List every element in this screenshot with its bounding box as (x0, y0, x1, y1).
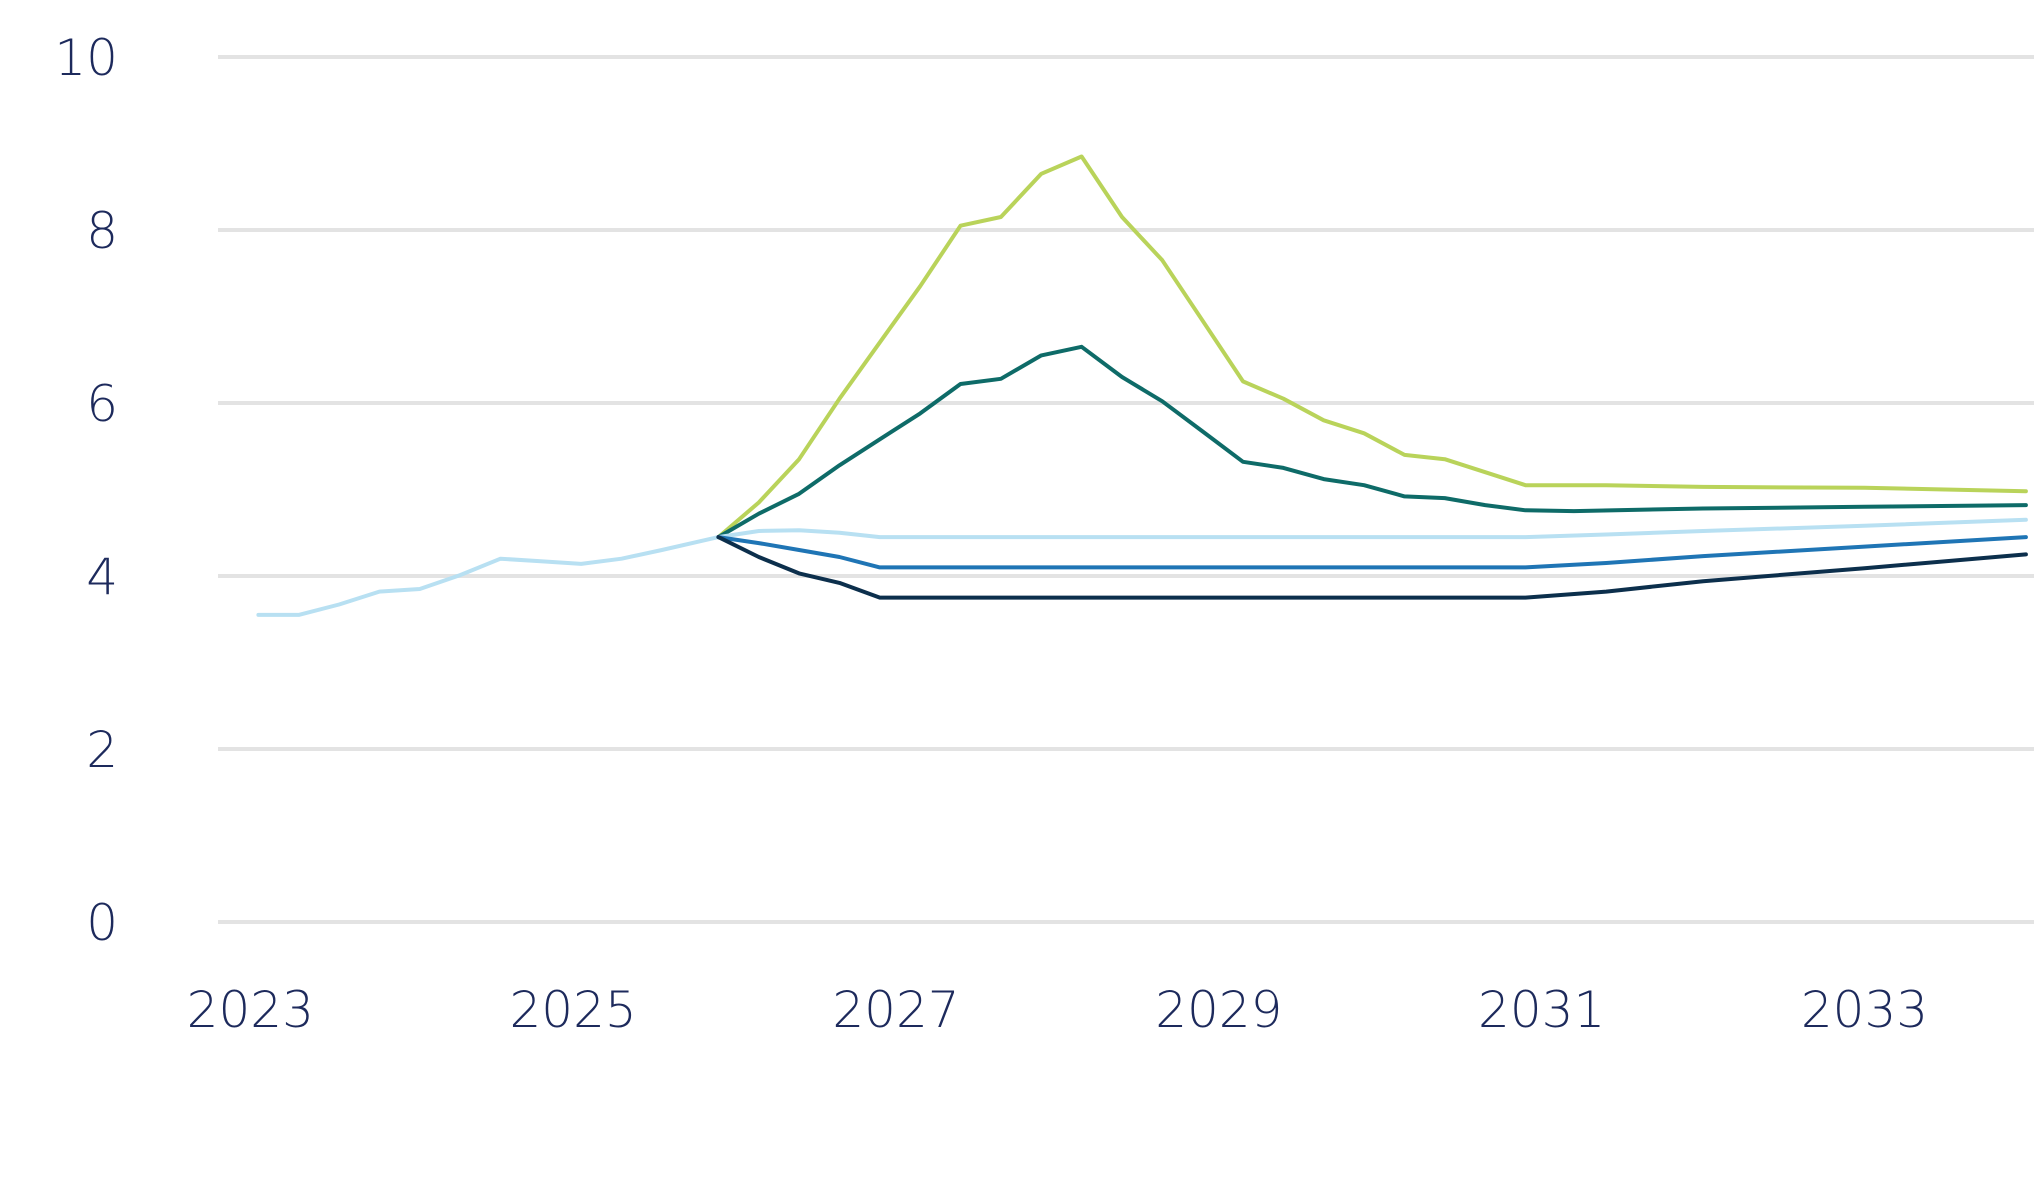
x-tick-label: 2027 (832, 981, 959, 1039)
y-tick-label: 6 (86, 375, 118, 433)
y-axis-ticks: 0 2 4 6 8 10 (54, 29, 118, 952)
y-tick-label: 4 (86, 548, 118, 606)
grid-layer (218, 55, 2034, 924)
series-line-2 (716, 344, 2028, 540)
y-tick-label: 0 (86, 894, 118, 952)
series-line-5 (716, 535, 2028, 600)
x-tick-label: 2029 (1155, 981, 1282, 1039)
x-tick-label: 2023 (187, 981, 314, 1039)
series-line-4 (716, 535, 2028, 570)
series-line-1 (716, 154, 2028, 540)
x-axis-ticks: 2023 2025 2027 2029 2031 2033 (187, 981, 1928, 1039)
x-tick-label: 2033 (1801, 981, 1928, 1039)
x-tick-label: 2025 (510, 981, 637, 1039)
y-tick-label: 10 (54, 29, 118, 87)
series-layer (256, 154, 2028, 617)
series-line-3 (256, 517, 2028, 617)
y-tick-label: 2 (86, 721, 118, 779)
x-tick-label: 2031 (1478, 981, 1605, 1039)
y-tick-label: 8 (86, 202, 118, 260)
